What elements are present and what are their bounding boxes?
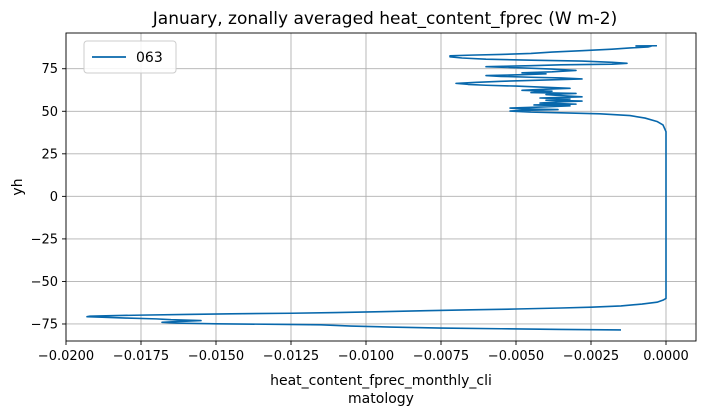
series-line-063 — [86, 44, 667, 331]
x-tick-label: −0.0125 — [263, 349, 319, 364]
x-axis-label-line-2: matology — [348, 391, 414, 407]
y-tick-label: 25 — [41, 147, 58, 162]
x-tick-label: −0.0150 — [188, 349, 244, 364]
x-tick-label: −0.0050 — [488, 349, 544, 364]
y-tick-label: 50 — [41, 105, 58, 120]
x-tick-label: −0.0175 — [113, 349, 169, 364]
y-tick-label: −25 — [31, 232, 58, 247]
x-tick-label: 0.0000 — [643, 349, 689, 364]
y-axis-label: yh — [10, 178, 26, 195]
tick-layer: −0.0200 −0.0175 −0.0150 −0.0125 −0.0100 −0.00… — [31, 62, 689, 364]
legend: 063 — [83, 40, 177, 74]
series-layer — [86, 44, 667, 331]
axes-frame — [65, 32, 697, 342]
y-tick-label: 75 — [41, 62, 58, 77]
chart-title: January, zonally averaged heat_content_f… — [152, 9, 617, 29]
y-tick-label: −50 — [31, 275, 58, 290]
x-tick-label: −0.0100 — [338, 349, 394, 364]
x-axis-label-line-1: heat_content_fprec_monthly_cli — [270, 373, 492, 389]
legend-label: 063 — [136, 50, 163, 66]
x-tick-label: −0.0025 — [563, 349, 619, 364]
legend-box — [83, 40, 177, 74]
x-tick-label: −0.0200 — [38, 349, 94, 364]
grid — [65, 33, 696, 341]
y-tick-label: −75 — [31, 317, 58, 332]
y-tick-label: 0 — [50, 190, 58, 205]
x-tick-label: −0.0075 — [413, 349, 469, 364]
